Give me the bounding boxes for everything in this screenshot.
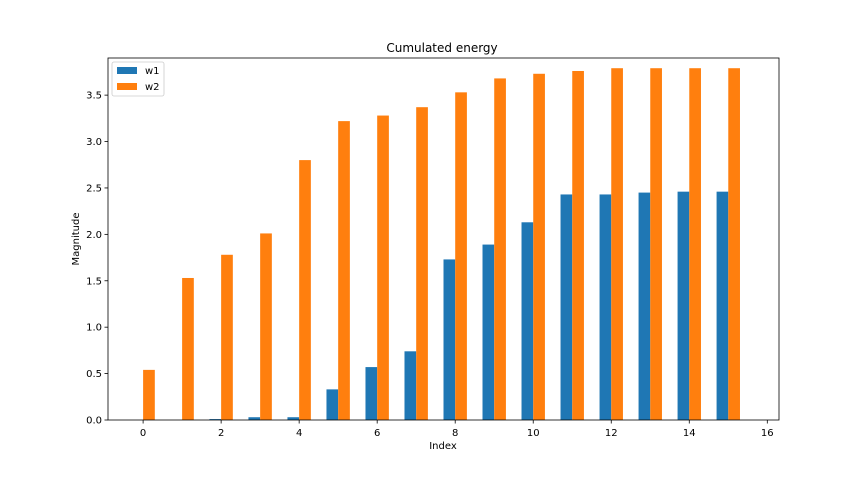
bar-w1-3 — [248, 417, 261, 420]
bar-w1-4 — [287, 417, 300, 420]
bar-w2-12 — [611, 68, 623, 421]
bar-w1-14 — [677, 191, 690, 420]
legend-label-w1: w1 — [145, 66, 160, 77]
x-tick-label: 8 — [452, 428, 458, 439]
bar-w2-8 — [455, 92, 467, 420]
bar-w1-9 — [482, 244, 495, 420]
x-tick-label: 6 — [374, 428, 380, 439]
bar-w2-9 — [494, 78, 506, 421]
bar-w2-4 — [299, 160, 311, 420]
legend-swatch-w2 — [117, 83, 137, 90]
x-tick-label: 16 — [761, 428, 774, 439]
y-axis-label: Magnitude — [71, 213, 82, 266]
bar-w1-11 — [560, 194, 573, 420]
x-tick-label: 14 — [683, 428, 696, 439]
bar-w1-10 — [521, 222, 534, 420]
bar-w2-10 — [533, 73, 545, 420]
bar-w1-12 — [599, 194, 612, 420]
y-tick-label: 1.0 — [86, 323, 102, 334]
bar-w2-3 — [260, 233, 272, 420]
bar-w2-15 — [728, 68, 740, 421]
x-tick-label: 0 — [140, 428, 146, 439]
legend-swatch-w1 — [117, 67, 137, 74]
x-tick-label: 10 — [527, 428, 540, 439]
y-tick-label: 1.5 — [86, 276, 102, 287]
bar-w2-11 — [572, 70, 584, 421]
y-tick-label: 0.5 — [86, 369, 102, 380]
bar-w2-7 — [416, 107, 428, 420]
x-axis-label: Index — [429, 441, 457, 452]
y-tick-label: 0.0 — [86, 416, 102, 427]
bar-w1-7 — [404, 351, 417, 420]
bars-group — [143, 68, 740, 421]
x-tick-label: 4 — [296, 428, 302, 439]
bar-w2-1 — [182, 277, 194, 420]
y-axis-ticks: 0.0 0.5 1.0 1.5 2.0 2.5 3.0 3.5 — [86, 91, 108, 427]
bar-w1-15 — [716, 191, 729, 420]
x-tick-label: 2 — [218, 428, 224, 439]
bar-w1-13 — [638, 192, 651, 420]
x-axis-ticks: 0 2 4 6 8 10 12 14 16 — [140, 420, 774, 439]
bar-w2-14 — [689, 68, 701, 421]
bar-w2-2 — [221, 254, 233, 420]
plot-frame — [107, 57, 780, 421]
bar-w2-5 — [338, 121, 350, 421]
bar-w2-13 — [650, 68, 662, 421]
bar-w1-6 — [365, 367, 378, 420]
bar-w1-5 — [326, 389, 339, 420]
bar-w1-2 — [209, 419, 222, 420]
y-tick-label: 3.0 — [86, 137, 102, 148]
legend: w1 w2 — [111, 61, 165, 97]
x-tick-label: 12 — [605, 428, 618, 439]
bar-w1-8 — [443, 259, 456, 420]
y-tick-label: 2.0 — [86, 230, 102, 241]
legend-label-w2: w2 — [145, 82, 160, 93]
chart-title: Cumulated energy — [386, 41, 497, 55]
y-tick-label: 3.5 — [86, 91, 102, 102]
bar-w2-6 — [377, 115, 389, 421]
bar-w2-0 — [143, 369, 155, 420]
y-tick-label: 2.5 — [86, 183, 102, 194]
